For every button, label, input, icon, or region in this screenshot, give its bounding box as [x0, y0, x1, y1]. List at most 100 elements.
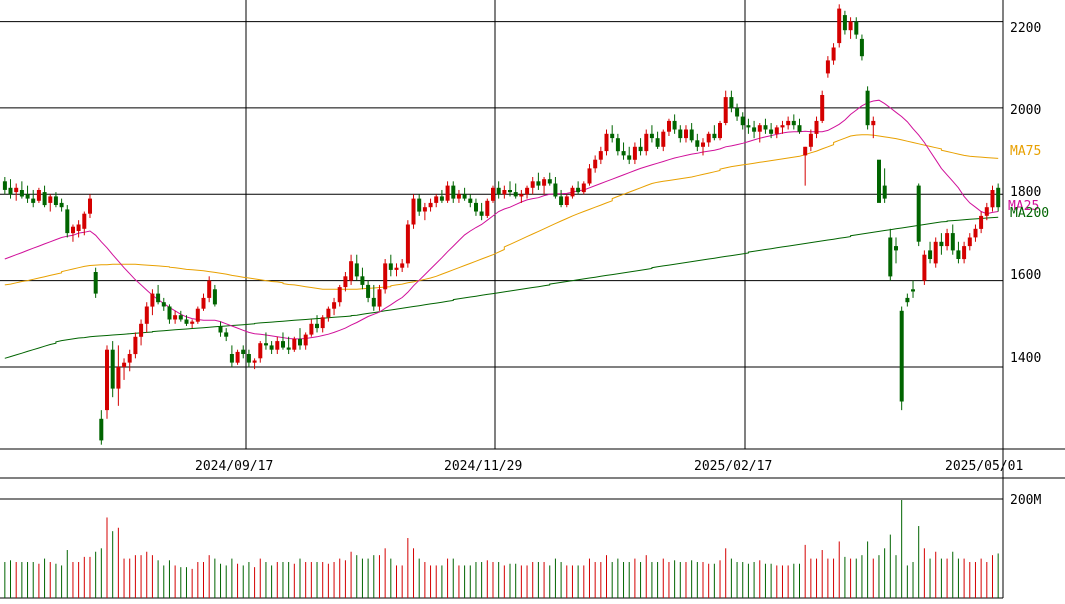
candle-down [615, 138, 620, 152]
candle-down [752, 127, 757, 132]
price-tick-label-1400: 1400 [1010, 351, 1041, 366]
candle-down [536, 181, 541, 186]
candle-down [576, 187, 581, 193]
candle-up [684, 129, 688, 139]
candle-up [71, 226, 75, 234]
candle-up [309, 323, 314, 335]
candlestick-layer [2, 4, 1001, 445]
candle-down [911, 289, 915, 292]
candle-up [933, 241, 938, 264]
candle-down [479, 211, 484, 216]
candle-up [581, 183, 586, 193]
candle-up [825, 60, 830, 74]
candle-down [167, 306, 172, 320]
volume-max-label: 200M [1010, 493, 1041, 508]
candle-down [791, 120, 796, 126]
candle-up [661, 131, 666, 147]
candle-down [939, 241, 944, 247]
candle-up [962, 246, 967, 260]
candle-down [678, 129, 683, 139]
candle-up [428, 202, 433, 208]
candle-down [2, 181, 7, 190]
price-tick-label-1600: 1600 [1010, 268, 1041, 283]
candle-up [973, 228, 978, 238]
candle-up [332, 302, 337, 309]
candle-down [360, 276, 365, 285]
candle-up [445, 185, 450, 201]
candle-up [139, 323, 144, 337]
candle-up [593, 159, 598, 169]
candle-up [542, 179, 547, 186]
candle-up [337, 287, 342, 303]
candle-up [320, 317, 325, 329]
candle-up [326, 308, 331, 318]
candle-down [224, 332, 229, 337]
candle-up [706, 133, 711, 143]
candle-down [161, 302, 166, 307]
candle-down [916, 185, 921, 242]
candle-up [405, 224, 410, 264]
candle-down [25, 194, 30, 199]
candle-down [269, 345, 274, 350]
candle-up [303, 334, 308, 346]
candle-up [922, 254, 927, 281]
candle-up [519, 194, 524, 197]
candle-down [212, 289, 217, 305]
candle-down [439, 196, 444, 201]
candle-down [110, 349, 115, 389]
candle-up [201, 297, 206, 309]
candle-up [718, 123, 722, 139]
candle-down [547, 179, 552, 184]
candle-up [598, 151, 603, 160]
candle-down [928, 250, 933, 259]
candle-down [246, 354, 251, 363]
candle-up [422, 207, 427, 212]
candle-up [979, 215, 984, 229]
candle-up [434, 196, 439, 203]
candle-down [763, 125, 768, 130]
candle-down [610, 133, 615, 139]
candle-up [570, 187, 575, 197]
candle-down [286, 347, 291, 350]
candle-down [655, 138, 660, 147]
candle-up [984, 207, 989, 216]
candle-down [462, 194, 467, 199]
candle-up [275, 341, 280, 350]
candle-down [59, 202, 64, 208]
candle-up [667, 120, 671, 132]
candle-down [769, 129, 774, 134]
candle-down [797, 125, 802, 132]
candle-down [899, 310, 904, 402]
ma75-line [4, 134, 999, 290]
candle-down [877, 159, 881, 203]
candle-down [559, 196, 564, 205]
candle-up [235, 351, 240, 363]
candle-down [474, 202, 478, 212]
candle-up [207, 280, 212, 298]
candle-up [701, 142, 705, 147]
candle-down [888, 237, 893, 277]
candle-down [496, 187, 501, 195]
date-label-2: 2024/11/29 [444, 459, 522, 474]
candle-down [65, 209, 70, 234]
candle-down [695, 140, 700, 147]
candle-down [627, 155, 632, 160]
candle-down [178, 315, 183, 320]
candle-up [411, 198, 416, 225]
candle-down [19, 190, 24, 197]
candle-down [865, 90, 870, 126]
candle-up [144, 306, 149, 324]
candle-down [417, 198, 422, 212]
candle-up [774, 127, 779, 134]
candle-up [803, 146, 808, 156]
candle-down [621, 151, 626, 156]
candle-up [127, 354, 132, 363]
price-tick-label-2000: 2000 [1010, 103, 1041, 118]
candle-up [48, 196, 53, 203]
ma200-line [4, 216, 999, 359]
candle-up [195, 308, 200, 322]
candle-down [468, 198, 473, 203]
candle-down [905, 297, 910, 303]
